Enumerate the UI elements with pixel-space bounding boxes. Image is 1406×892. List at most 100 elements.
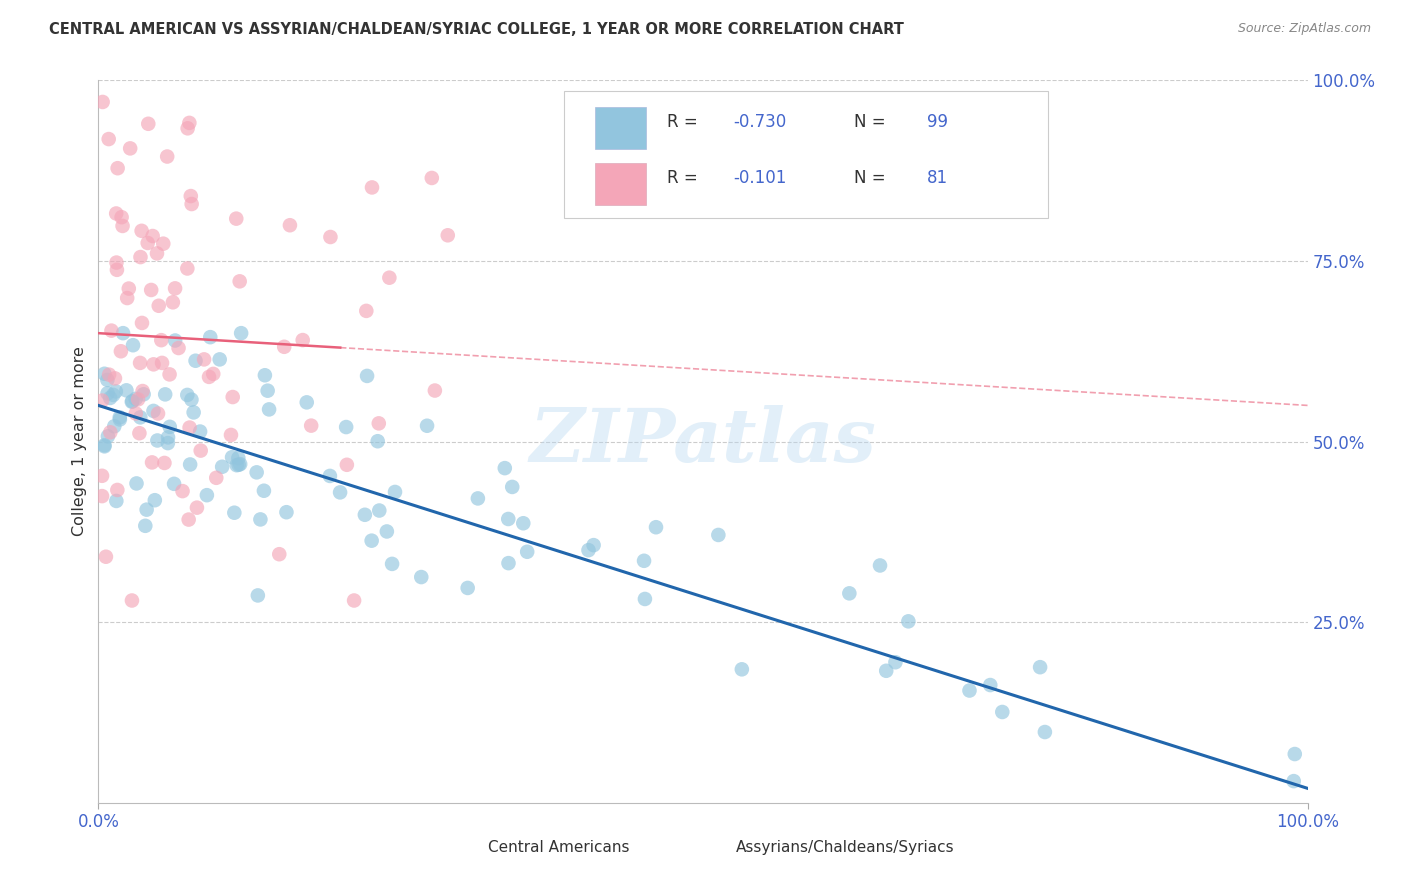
Point (159, 368, 181, 382)
Point (512, 516, 534, 531)
Point (176, 388, 198, 402)
Point (146, 246, 169, 260)
Point (195, 488, 218, 502)
Point (167, 341, 190, 355)
Point (457, 581, 479, 595)
FancyBboxPatch shape (564, 91, 1047, 218)
Point (219, 428, 242, 442)
Point (105, 262, 128, 277)
Point (103, 419, 125, 434)
Point (353, 508, 375, 522)
Point (228, 451, 250, 466)
Point (257, 402, 280, 417)
Point (336, 458, 359, 472)
Text: ZIPatlas: ZIPatlas (530, 405, 876, 478)
Point (146, 407, 169, 421)
Point (134, 518, 156, 533)
Point (105, 494, 128, 508)
Text: N =: N = (855, 113, 891, 131)
Point (375, 524, 398, 539)
Point (1029, 660, 1052, 674)
Point (897, 615, 920, 629)
Point (91, 489, 114, 503)
Point (582, 538, 605, 552)
Point (142, 357, 165, 371)
Point (97, 386, 120, 401)
Point (360, 533, 382, 548)
Point (180, 197, 202, 211)
Point (645, 520, 668, 534)
Point (108, 410, 131, 425)
Point (96, 373, 118, 387)
Point (356, 368, 378, 383)
Point (367, 434, 389, 449)
Point (142, 404, 165, 418)
Point (105, 206, 128, 220)
Point (165, 334, 187, 348)
Point (124, 392, 146, 406)
Point (211, 459, 233, 474)
Point (184, 353, 207, 368)
Point (498, 556, 520, 570)
Point (120, 141, 142, 155)
Point (156, 149, 179, 163)
Point (121, 394, 143, 409)
Point (97, 429, 120, 443)
FancyBboxPatch shape (595, 106, 647, 149)
Point (368, 503, 391, 517)
Text: R =: R = (666, 113, 703, 131)
Point (110, 344, 132, 359)
Text: R =: R = (666, 169, 703, 187)
Point (179, 458, 201, 472)
Point (98, 368, 121, 382)
Point (335, 420, 357, 434)
Point (1033, 725, 1056, 739)
Point (179, 420, 201, 434)
Y-axis label: College, 1 year or more: College, 1 year or more (72, 347, 87, 536)
Point (731, 662, 754, 676)
Point (186, 500, 208, 515)
Point (180, 189, 202, 203)
Point (884, 655, 907, 669)
Point (143, 493, 166, 508)
Point (97, 132, 120, 146)
Point (163, 476, 186, 491)
Point (224, 506, 246, 520)
Point (94, 549, 117, 564)
Point (127, 392, 149, 407)
Point (299, 418, 322, 433)
Point (356, 304, 378, 318)
Point (188, 425, 211, 439)
Point (202, 367, 225, 381)
Point (221, 450, 243, 465)
Point (496, 512, 519, 526)
Point (103, 388, 125, 402)
Point (172, 484, 194, 499)
Point (205, 471, 228, 485)
Point (707, 528, 730, 542)
Point (578, 543, 600, 558)
Point (91, 393, 114, 408)
Point (104, 371, 127, 385)
Point (177, 512, 200, 526)
Point (121, 394, 143, 409)
Text: Assyrians/Chaldeans/Syriacs: Assyrians/Chaldeans/Syriacs (735, 840, 955, 855)
Point (111, 219, 134, 233)
Point (165, 281, 187, 295)
Point (156, 436, 179, 450)
Text: Central Americans: Central Americans (488, 840, 630, 855)
Point (231, 326, 253, 341)
Point (222, 390, 245, 404)
Point (228, 458, 250, 472)
Point (208, 352, 231, 367)
Point (122, 338, 145, 352)
Point (225, 211, 247, 226)
Point (838, 586, 860, 600)
Point (91, 95, 114, 109)
Point (420, 171, 443, 186)
Point (112, 326, 135, 341)
Point (246, 589, 269, 603)
FancyBboxPatch shape (595, 162, 647, 205)
Point (108, 412, 131, 426)
Point (159, 420, 181, 434)
